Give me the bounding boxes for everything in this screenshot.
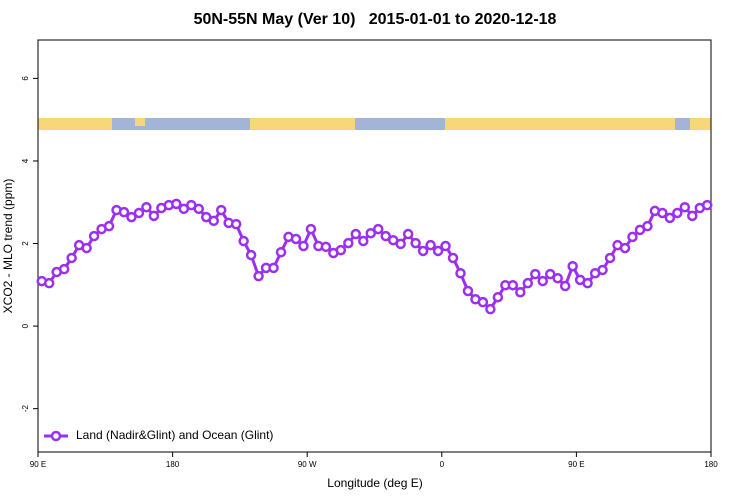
legend-label: Land (Nadir&Glint) and Ocean (Glint) (76, 428, 273, 442)
data-point (126, 211, 137, 223)
x-tick-label: 90 E (30, 460, 46, 469)
data-point (58, 263, 70, 275)
y-axis-label: XCO2 - MLO trend (ppm) (1, 179, 15, 314)
data-point (230, 218, 242, 230)
data-point (492, 291, 504, 303)
data-point (66, 252, 77, 264)
x-tick-label: 90 W (298, 460, 317, 469)
data-point (642, 220, 653, 232)
x-axis-label: Longitude (deg E) (327, 476, 422, 490)
data-point (417, 245, 429, 257)
data-point (118, 206, 130, 218)
data-point (305, 223, 317, 235)
data-point (530, 268, 541, 280)
land-band (135, 118, 145, 126)
legend-marker (50, 430, 62, 442)
data-point (559, 280, 571, 292)
data-point (395, 238, 406, 250)
data-point (171, 198, 182, 210)
data-point (380, 230, 391, 242)
data-point (567, 260, 578, 272)
data-point (664, 212, 676, 224)
y-tick-label: -2 (21, 405, 30, 413)
data-point (410, 237, 421, 249)
x-tick-label: 180 (704, 460, 718, 469)
y-tick-label: 4 (21, 158, 30, 163)
data-point (245, 249, 257, 261)
y-tick-label: 0 (21, 323, 30, 328)
data-point (537, 275, 548, 287)
data-point (522, 277, 534, 289)
data-point (103, 220, 115, 232)
data-point (687, 210, 698, 222)
data-point (43, 277, 55, 289)
data-point (582, 277, 593, 289)
data-point (507, 279, 519, 291)
data-point (672, 207, 683, 219)
land-band (250, 118, 355, 130)
data-point (358, 235, 369, 247)
data-point (343, 237, 354, 249)
data-point (238, 235, 249, 247)
data-point (477, 296, 489, 308)
data-point (544, 268, 556, 280)
data-point (298, 240, 309, 252)
data-point (320, 241, 332, 253)
data-point (253, 270, 264, 282)
data-point (335, 244, 347, 256)
data-point (657, 207, 668, 219)
chart-title: 50N-55N May (Ver 10) 2015-01-01 to 2020-… (194, 11, 557, 28)
x-tick-label: 180 (166, 460, 180, 469)
data-point (515, 286, 526, 298)
data-point (193, 203, 205, 215)
y-tick-label: 6 (21, 76, 30, 81)
data-point (402, 228, 414, 240)
data-point (619, 242, 631, 254)
data-point (133, 207, 145, 219)
data-point (215, 204, 227, 216)
data-point (455, 267, 466, 279)
x-tick-label: 90 E (568, 460, 584, 469)
data-point (208, 215, 219, 227)
data-point (148, 210, 160, 222)
data-point (141, 201, 152, 213)
data-point (440, 240, 451, 252)
data-point (372, 223, 384, 235)
data-point (268, 262, 279, 274)
land-band (38, 118, 112, 130)
data-point (604, 252, 616, 264)
land-band (690, 118, 711, 130)
data-point (275, 246, 287, 258)
land-band (445, 118, 675, 130)
plot-frame (37, 39, 712, 453)
data-point (432, 245, 444, 257)
land-ocean-strip (38, 118, 711, 130)
data-point (552, 272, 563, 284)
data-point (597, 264, 608, 276)
data-point (679, 201, 691, 213)
y-tick-label: 2 (21, 241, 30, 246)
data-point (702, 199, 713, 211)
data-point (627, 231, 638, 243)
data-point (88, 230, 100, 242)
data-point (447, 252, 459, 264)
data-point (81, 242, 92, 254)
data-point (425, 239, 436, 251)
data-point (485, 303, 496, 315)
data-point (350, 228, 362, 240)
x-tick-label: 0 (440, 460, 445, 469)
data-point (462, 285, 474, 297)
data-point (290, 233, 302, 245)
data-point (365, 227, 377, 239)
